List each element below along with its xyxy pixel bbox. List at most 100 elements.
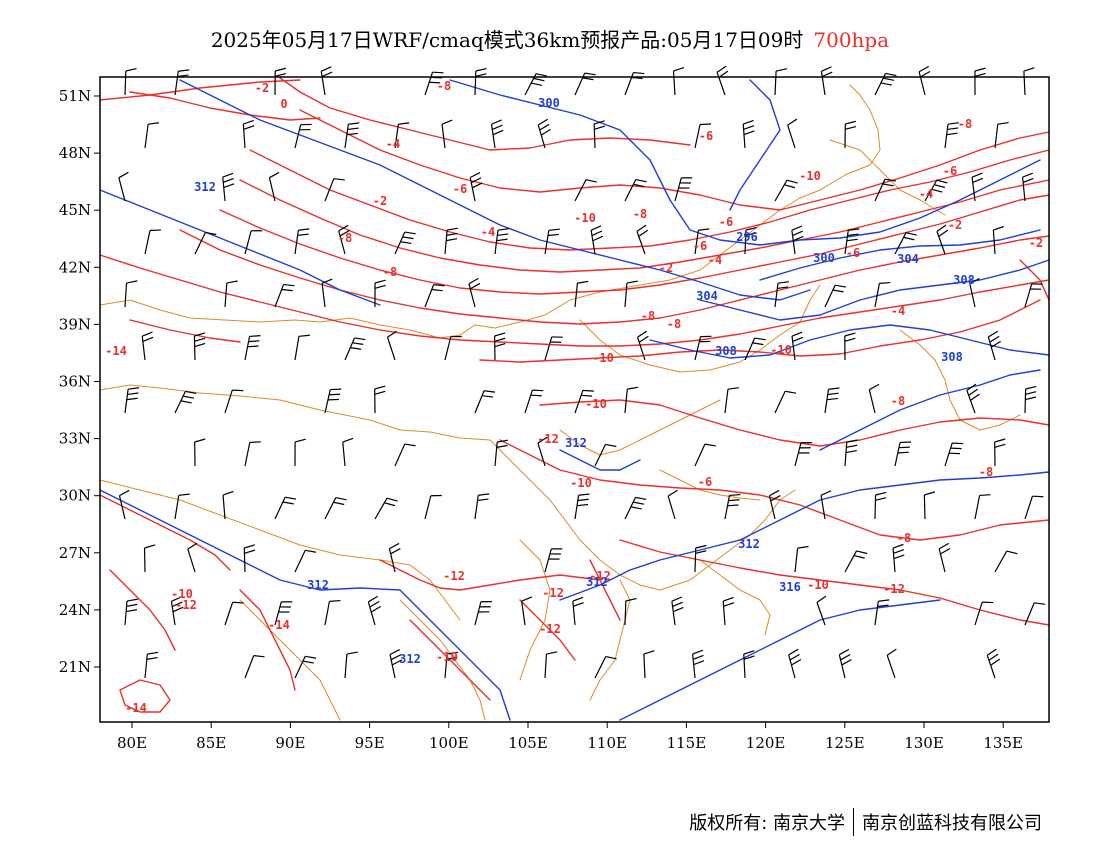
temperature-label: -8 [338, 231, 352, 245]
wind-barb [724, 493, 741, 520]
company-text: 南京创蓝科技有限公司 [862, 813, 1042, 834]
lon-label: 135E [983, 734, 1023, 752]
lat-label: 27N [59, 544, 91, 562]
wind-barb [874, 599, 890, 626]
temperature-label: -8 [958, 117, 972, 131]
wind-barb [744, 227, 757, 255]
wind-barb [124, 280, 138, 308]
wind-barb [624, 597, 637, 626]
temperature-label: -4 [708, 253, 722, 267]
wind-barb [224, 389, 244, 414]
temperature-contour [239, 179, 1050, 273]
wind-barb [144, 122, 160, 149]
wind-barb [824, 284, 846, 308]
wind-barb [324, 599, 341, 626]
wind-barb [222, 172, 235, 202]
temperature-label: -12 [542, 586, 564, 600]
wind-barb [593, 120, 606, 149]
wind-barb [844, 550, 868, 573]
border-line [399, 599, 486, 721]
wind-barb [636, 330, 649, 361]
lon-label: 95E [355, 734, 385, 752]
wind-barb [774, 281, 789, 308]
wind-barb [244, 335, 261, 361]
wind-barb [994, 438, 1006, 467]
temperature-contour [279, 77, 691, 151]
wind-barb [544, 228, 560, 255]
temperature-label: -10 [592, 351, 614, 365]
wind-barb [892, 543, 905, 573]
wind-barb [788, 648, 802, 679]
wind-barb [722, 596, 735, 626]
wind-barb [474, 493, 490, 520]
temperature-label: -14 [268, 618, 290, 632]
height-contour [729, 79, 781, 211]
wind-barb [794, 545, 809, 573]
height-label: 312 [738, 537, 760, 551]
wind-barb [791, 331, 804, 361]
wind-barb [844, 228, 860, 255]
wind-barb [544, 548, 563, 573]
height-contour [449, 79, 1041, 246]
wind-barb [574, 280, 589, 308]
temperature-label: -8 [437, 79, 451, 93]
lon-label: 85E [196, 734, 226, 752]
wind-barb [118, 171, 129, 202]
wind-barb [994, 550, 1018, 573]
temperature-contour [1019, 259, 1050, 301]
wind-barb [918, 65, 931, 96]
wind-barb [820, 490, 832, 520]
wind-barb [742, 119, 755, 149]
height-contour [649, 324, 1050, 359]
lat-label: 45N [59, 201, 91, 219]
border-line [559, 399, 721, 456]
temperature-label: -12 [443, 569, 465, 583]
wind-barb [694, 544, 707, 573]
temperature-label: -6 [698, 475, 712, 489]
wind-barb [768, 489, 781, 520]
temperature-label: -8 [667, 317, 681, 331]
wind-barb [274, 283, 295, 308]
lon-label: 125E [825, 734, 865, 752]
wind-barb [344, 337, 366, 361]
wind-barb [124, 598, 138, 626]
lat-label: 42N [59, 258, 91, 276]
wind-barb [324, 496, 347, 520]
map-frame [99, 76, 1050, 723]
lat-label: 33N [59, 430, 91, 448]
title-main: 2025年05月17日WRF/cmaq模式36km预报产品:05月17日09时 [210, 28, 804, 52]
border-line [659, 469, 761, 501]
wind-barb [274, 601, 293, 626]
wind-barb [441, 119, 453, 149]
wind-barb [1024, 602, 1046, 626]
temperature-contour [219, 194, 1050, 295]
lon-label: 120E [746, 734, 786, 752]
title-level: 700hpa [813, 28, 890, 52]
wind-barb [294, 334, 310, 361]
wind-barb [274, 67, 287, 96]
wind-barb [344, 651, 358, 679]
wind-barb [886, 648, 897, 679]
wind-barb [590, 225, 604, 255]
wind-barb [294, 655, 317, 679]
temperature-label: -12 [539, 622, 561, 636]
wind-barb [624, 386, 639, 414]
wind-barb [474, 390, 496, 414]
wind-barb [170, 596, 184, 626]
wind-barb [868, 383, 880, 414]
wind-barb [787, 118, 798, 149]
temperature-label: -10 [574, 211, 596, 225]
wind-barb [624, 178, 647, 202]
lon-label: 90E [275, 734, 305, 752]
border-line [99, 384, 491, 441]
lat-label: 39N [59, 315, 91, 333]
border-line [829, 139, 946, 216]
wind-barb [844, 120, 857, 149]
temperature-contour [179, 229, 1050, 325]
temperature-label: -6 [693, 239, 707, 253]
wind-barb [294, 549, 317, 573]
height-contour [699, 259, 1050, 321]
wind-barb [969, 277, 980, 308]
wind-barb [394, 231, 416, 255]
